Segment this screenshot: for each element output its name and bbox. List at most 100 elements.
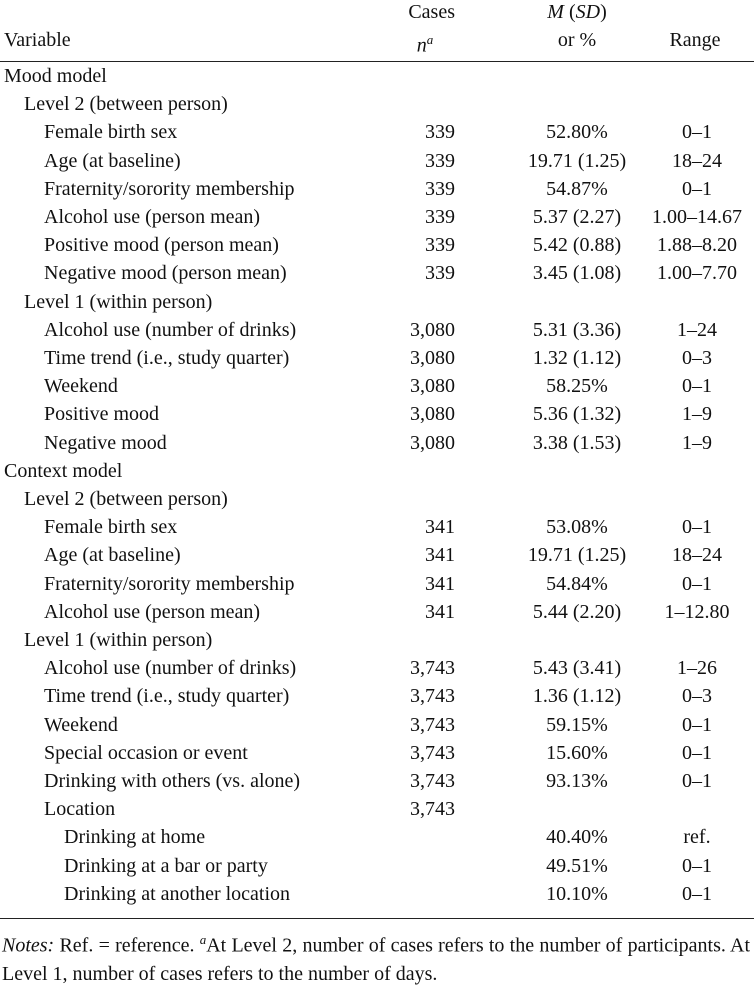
range-cell: 0–1	[682, 121, 712, 144]
range-cell: 0–1	[682, 375, 712, 398]
variable-label: Negative mood (person mean)	[44, 262, 287, 285]
mean-cell: 3.45 (1.08)	[532, 262, 622, 285]
variable-label: Drinking at another location	[64, 882, 291, 905]
mean-cell: 19.71 (1.25)	[527, 149, 627, 172]
range-cell: 1.00–7.70	[657, 262, 737, 285]
cases-cell: 3,080	[410, 431, 455, 454]
variable-label: Time trend (i.e., study quarter)	[44, 347, 290, 369]
range-cell: 0–1	[682, 854, 712, 877]
text-part: a	[199, 932, 207, 947]
header-mean: M (SD)	[497, 0, 657, 26]
mean-cell: 58.25%	[546, 375, 608, 398]
variable-label: Female birth sex	[44, 121, 178, 144]
range-cell: 0–3	[682, 347, 712, 369]
cases-cell: 341	[425, 572, 455, 595]
cases-cell: 3,743	[410, 798, 455, 821]
text-part: )	[600, 1, 607, 23]
header-n: na	[395, 26, 455, 57]
row-heading: Level 2 (between person)	[24, 93, 228, 116]
header-cases: Cases	[408, 1, 455, 23]
header-variable: Variable	[4, 29, 71, 51]
row-heading: Level 2 (between person)	[24, 488, 228, 510]
mean-cell: 5.31 (3.36)	[532, 318, 622, 341]
variable-label: Location	[44, 798, 116, 821]
mean-cell: 52.80%	[546, 121, 608, 144]
range-cell: 1–24	[677, 318, 717, 341]
range-cell: 0–1	[682, 177, 712, 200]
variable-label: Weekend	[44, 375, 118, 398]
mean-cell: 5.43 (3.41)	[532, 657, 622, 680]
text-part: SD	[575, 1, 601, 23]
cases-cell: 3,743	[410, 657, 455, 680]
header-n-symbol: n	[416, 34, 427, 57]
range-cell: 0–1	[682, 516, 712, 539]
text-part: Ref. = reference.	[54, 934, 200, 957]
mean-cell: 15.60%	[546, 741, 608, 764]
mean-cell: 10.10%	[546, 882, 608, 905]
range-cell: 1–9	[682, 403, 712, 426]
mean-cell: 5.44 (2.20)	[532, 600, 622, 623]
mean-cell: 93.13%	[546, 770, 608, 792]
cases-cell: 339	[425, 262, 455, 285]
mean-cell: 59.15%	[546, 713, 608, 736]
variable-label: Positive mood (person mean)	[44, 234, 279, 257]
variable-label: Alcohol use (number of drinks)	[44, 318, 297, 341]
mean-cell: 53.08%	[546, 516, 608, 539]
range-cell: 1–26	[677, 657, 717, 680]
variable-label: Drinking with others (vs. alone)	[44, 770, 301, 792]
cases-cell: 3,080	[410, 347, 455, 369]
text-part: At Level 2, number of cases refers to th…	[2, 934, 750, 985]
variable-label: Alcohol use (person mean)	[44, 600, 261, 623]
variable-label: Positive mood	[44, 403, 160, 426]
row-heading: Level 1 (within person)	[24, 290, 213, 313]
range-cell: 0–1	[682, 770, 712, 792]
row-heading: Mood model	[4, 65, 107, 87]
range-cell: 0–1	[682, 882, 712, 905]
mean-cell: 40.40%	[546, 826, 608, 849]
mean-cell: 54.87%	[546, 177, 608, 200]
variable-label: Fraternity/sorority membership	[44, 177, 295, 200]
range-cell: 18–24	[672, 544, 722, 567]
header-range: Range	[669, 29, 721, 51]
variable-label: Special occasion or event	[44, 741, 248, 764]
mean-cell: 5.42 (0.88)	[532, 234, 622, 257]
variable-label: Negative mood	[44, 431, 167, 454]
cases-cell: 339	[425, 121, 455, 144]
cases-cell: 3,080	[410, 375, 455, 398]
text-part: M	[547, 1, 564, 23]
range-cell: 18–24	[672, 149, 722, 172]
cases-cell: 339	[425, 234, 455, 257]
range-cell: 1–9	[682, 431, 712, 454]
range-cell: 0–1	[682, 713, 712, 736]
variable-label: Weekend	[44, 713, 118, 736]
cases-cell: 339	[425, 206, 455, 228]
bottom-rule	[0, 918, 754, 919]
range-cell: 1.00–14.67	[652, 206, 742, 228]
variable-label: Female birth sex	[44, 516, 178, 539]
mean-cell: 1.36 (1.12)	[532, 685, 622, 708]
variable-label: Fraternity/sorority membership	[44, 572, 295, 595]
row-heading: Context model	[4, 459, 123, 482]
text-part: (	[563, 1, 576, 23]
header-n-footnote: a	[426, 32, 434, 47]
variable-label: Age (at baseline)	[44, 149, 181, 172]
cases-cell: 341	[425, 600, 455, 623]
mean-cell: 49.51%	[546, 854, 608, 877]
range-cell: 1–12.80	[664, 600, 730, 623]
mean-cell: 19.71 (1.25)	[527, 544, 627, 567]
range-cell: 0–1	[682, 741, 712, 764]
cases-cell: 3,743	[410, 713, 455, 736]
range-cell: 0–3	[682, 685, 712, 708]
cases-cell: 341	[425, 516, 455, 539]
text-part: Notes:	[2, 934, 55, 957]
mean-cell: 3.38 (1.53)	[532, 431, 622, 454]
cases-cell: 339	[425, 177, 455, 200]
mean-cell: 5.37 (2.27)	[532, 206, 622, 228]
cases-cell: 3,743	[410, 741, 455, 764]
cases-cell: 3,080	[410, 403, 455, 426]
variable-label: Alcohol use (person mean)	[44, 206, 261, 228]
table-notes: Notes: Ref. = reference. aAt Level 2, nu…	[2, 926, 750, 988]
cases-cell: 3,080	[410, 318, 455, 341]
range-cell: 1.88–8.20	[657, 234, 737, 257]
